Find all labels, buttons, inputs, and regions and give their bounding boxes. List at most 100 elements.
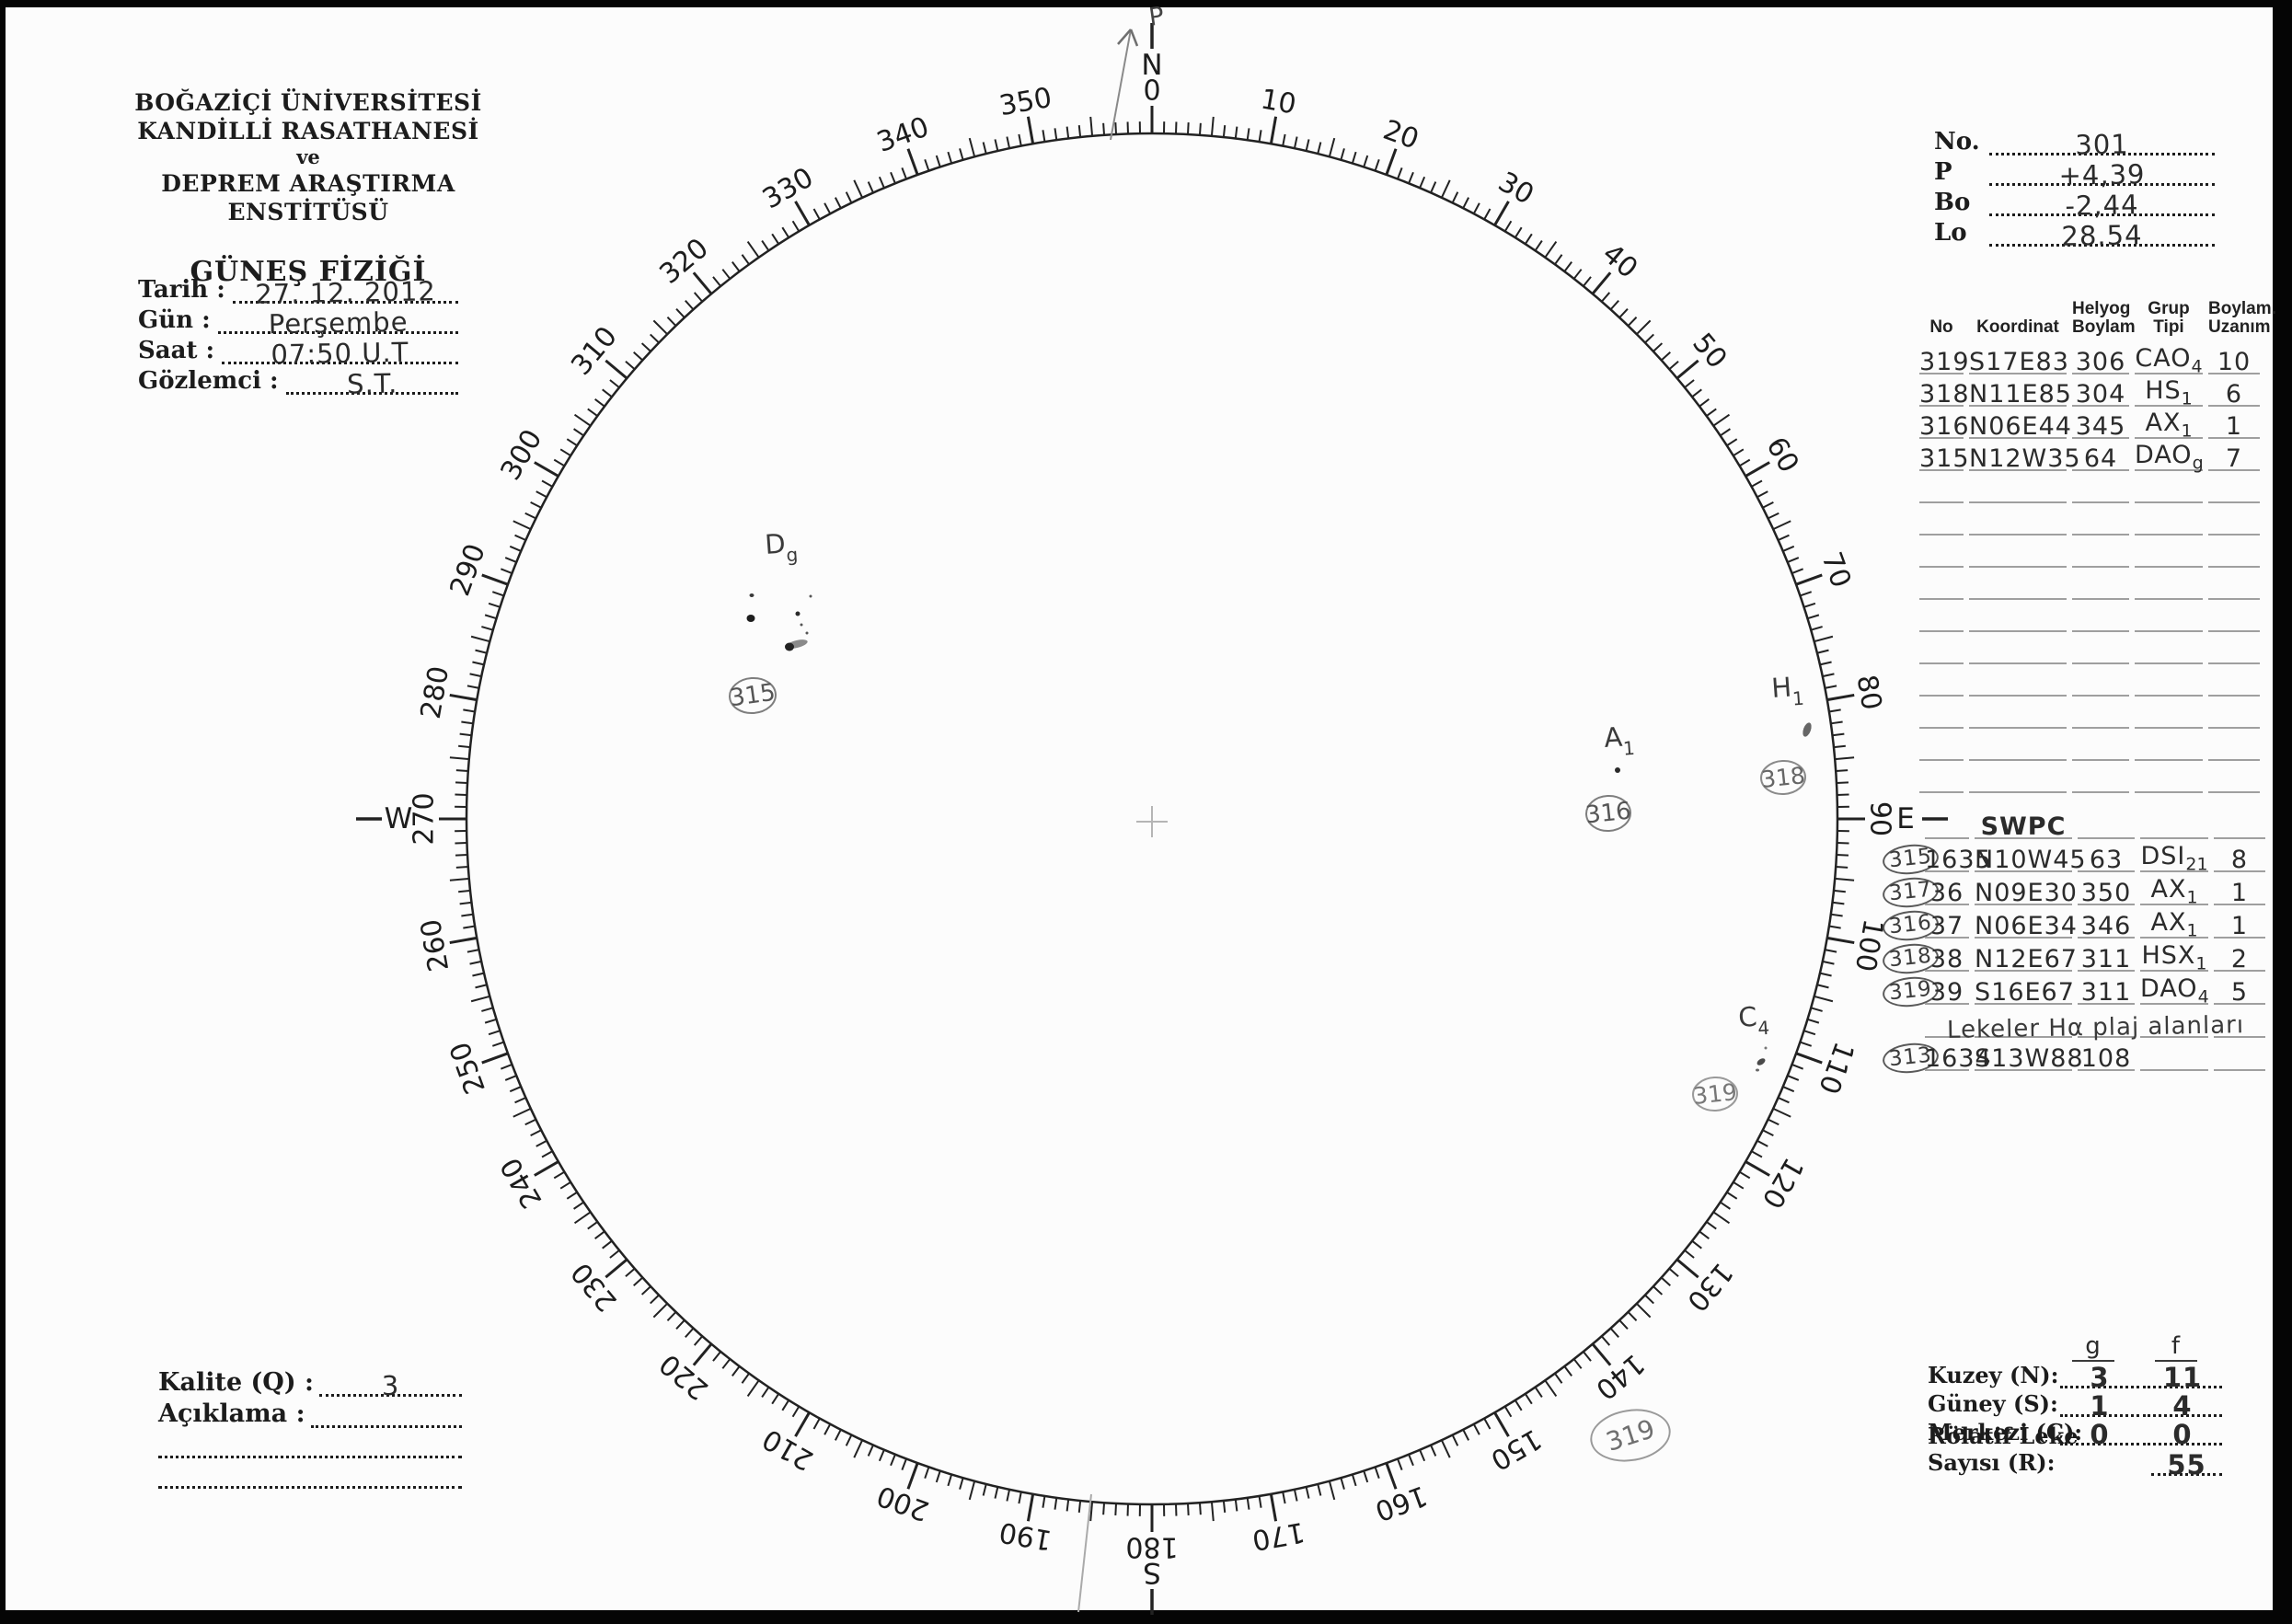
- degree-tick: [1462, 197, 1470, 209]
- degree-tick: [1816, 649, 1829, 654]
- swpc-cell: AX1: [2140, 875, 2208, 907]
- group-table-cell: 319: [1919, 348, 1969, 376]
- swpc-cell: 350: [2078, 879, 2135, 907]
- institution-line3: ve: [296, 145, 320, 168]
- group-type-subscript: 1: [2181, 388, 2193, 409]
- degree-tick: [1787, 557, 1800, 563]
- group-table-value: 315: [1919, 444, 1970, 473]
- degree-tick: [1385, 1462, 1398, 1490]
- counts-row-label: Kuzey (N):: [1928, 1362, 2059, 1388]
- degree-tick: [541, 1150, 553, 1158]
- group-type-subscript: g: [2192, 453, 2204, 473]
- degree-tick: [1269, 116, 1278, 144]
- counts-rows: Kuzey (N): 3 11 Güney (S): 1 4 Merkezi (C): 0 0: [1928, 1360, 2222, 1450]
- group-table-cell: 306: [2072, 348, 2129, 376]
- degree-tick: [692, 271, 713, 295]
- group-table-empty-cell: [2135, 501, 2203, 503]
- degree-label: 160: [1371, 1479, 1432, 1526]
- group-table-empty-cell: [1969, 566, 2067, 568]
- degree-tick: [1828, 708, 1841, 713]
- ephemeris-field-line: +4,39: [1989, 155, 2215, 191]
- degree-tick: [959, 148, 964, 161]
- degree-tick: [1246, 128, 1250, 141]
- degree-tick: [449, 756, 469, 761]
- counts-header-spacer: [1928, 1332, 2052, 1360]
- group-table-header: No Koordinat Helyog Boylam Grup Tipi Boylam.…: [1919, 300, 2276, 337]
- degree-tick: [834, 197, 842, 209]
- group-type-subscript: 1: [2181, 420, 2193, 441]
- swpc-type-subscript: 1: [2195, 953, 2207, 973]
- degree-tick: [1833, 889, 1846, 893]
- group-table-value: 10: [2217, 348, 2252, 376]
- degree-tick: [463, 925, 476, 929]
- degree-tick: [1472, 202, 1480, 214]
- degree-tick: [1397, 167, 1403, 179]
- degree-tick: [1317, 142, 1322, 155]
- observation-field-label: Gözlemci :: [138, 367, 279, 395]
- degree-tick: [455, 769, 468, 773]
- group-table-empty-cell: [2135, 695, 2203, 697]
- swpc-value: 1635: [1925, 846, 1992, 874]
- swpc-label-cell: [2078, 837, 2135, 839]
- group-table-empty-cell: [1919, 695, 1964, 697]
- degree-tick: [741, 254, 750, 265]
- swpc-value: 5: [2230, 978, 2249, 1007]
- degree-tick: [1503, 1406, 1513, 1418]
- relative-number-line: 55: [2151, 1449, 2222, 1480]
- group-table-empty-cell: [1919, 727, 1964, 729]
- degree-label: 200: [873, 1479, 934, 1526]
- degree-tick: [484, 614, 497, 620]
- degree-tick: [470, 995, 490, 1003]
- degree-tick: [1819, 661, 1832, 666]
- swpc-value: N09E30: [1975, 879, 2078, 907]
- degree-tick: [771, 1393, 780, 1405]
- swpc-type-value: DSI21: [2140, 841, 2208, 874]
- remarks-extra-line: [158, 1428, 462, 1458]
- degree-tick: [1768, 1118, 1779, 1126]
- degree-tick: [1186, 121, 1190, 135]
- counts-f-line: 0: [2143, 1419, 2222, 1450]
- swpc-value: N10W45: [1975, 846, 2087, 874]
- group-table-cell: S17E83: [1969, 348, 2068, 376]
- degree-tick: [834, 1429, 842, 1441]
- degree-tick: [1340, 148, 1345, 161]
- degree-tick: [1830, 720, 1843, 725]
- degree-tick: [1065, 1499, 1070, 1512]
- degree-tick: [1836, 865, 1849, 869]
- degree-tick: [605, 359, 628, 380]
- swpc-cell: 5: [2214, 978, 2265, 1007]
- group-table-empty-cell: [1969, 662, 2067, 664]
- degree-tick: [625, 360, 636, 370]
- degree-tick: [761, 1387, 770, 1398]
- degree-tick: [685, 300, 695, 311]
- degree-tick: [1733, 448, 1745, 457]
- swpc-cell: 1: [2214, 879, 2265, 907]
- degree-tick: [721, 1358, 731, 1369]
- degree-tick: [712, 1351, 721, 1362]
- degree-tick: [605, 1258, 628, 1279]
- group-table-cell: DAOg: [2135, 441, 2204, 473]
- group-table-empty-cell: [2208, 791, 2260, 793]
- sunspot: [800, 623, 803, 627]
- degree-tick: [514, 1097, 526, 1104]
- swpc-label-cell: SWPC: [1975, 812, 2072, 841]
- degree-tick: [449, 693, 478, 702]
- sunspot: [1803, 722, 1812, 737]
- degree-tick: [1572, 269, 1583, 280]
- degree-tick: [594, 1230, 605, 1239]
- degree-tick: [1627, 1311, 1638, 1321]
- counts-row: Merkezi (C): 0 0: [1928, 1417, 2222, 1450]
- relative-number-row: Rölatif Leke Sayısı (R): 55: [1928, 1422, 2222, 1480]
- remarks-row: Açıklama :: [158, 1397, 462, 1428]
- degree-tick: [968, 1480, 976, 1501]
- degree-tick: [1836, 769, 1849, 773]
- degree-tick: [1077, 125, 1082, 138]
- degree-tick: [982, 1483, 987, 1496]
- cardinal-letter-N: N: [1141, 49, 1162, 82]
- observation-field-value: S.T.: [346, 367, 398, 400]
- degree-tick: [640, 342, 651, 352]
- swpc-note-row: Lekeler Hα plaj alanları: [1883, 1005, 2273, 1044]
- group-table-empty-cell: [1969, 695, 2067, 697]
- swpc-cell: AX1: [2140, 908, 2208, 940]
- observation-field-line: 07:50 U.T: [222, 334, 458, 370]
